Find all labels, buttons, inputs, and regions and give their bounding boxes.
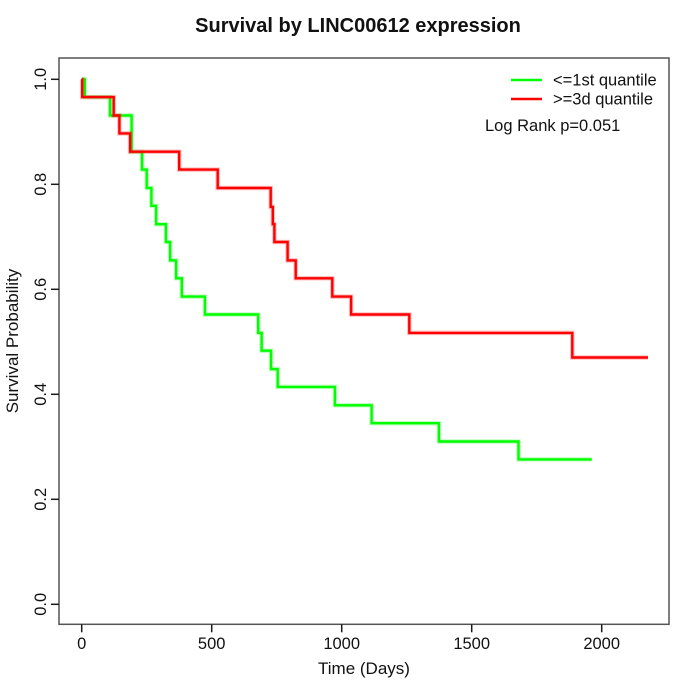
y-tick-label: 0.8	[32, 173, 50, 196]
km-curve-red	[81, 78, 648, 359]
legend: <=1st quantile >=3d quantile Log Rank p=…	[485, 72, 657, 136]
plot-box	[58, 57, 670, 626]
y-tick-label: 1.0	[32, 68, 50, 91]
x-tick-label: 500	[198, 635, 226, 653]
y-tick-label: 0.4	[32, 383, 50, 406]
x-axis-title: Time (Days)	[318, 659, 410, 678]
y-tick-label: 0.2	[32, 488, 50, 511]
log-rank-annotation: Log Rank p=0.051	[485, 117, 620, 135]
x-tick-label: 0	[77, 635, 86, 653]
legend-label-red: >=3d quantile	[553, 91, 653, 109]
legend-label-green: <=1st quantile	[553, 72, 657, 90]
km-curve-halo-green	[81, 77, 592, 462]
x-tick-label: 1500	[453, 635, 490, 653]
y-tick-label: 0.0	[32, 593, 50, 616]
y-axis-title: Survival Probability	[3, 268, 22, 413]
survival-curves	[79, 77, 648, 462]
x-tick-label: 1000	[323, 635, 360, 653]
x-tick-label: 2000	[583, 635, 620, 653]
axis-ticks: 0 500 1000 1500 2000 0.0 0.2 0.4 0.6 0.8 1.0	[32, 68, 620, 653]
chart-title: Survival by LINC00612 expression	[195, 15, 521, 37]
y-tick-label: 0.6	[32, 278, 50, 301]
